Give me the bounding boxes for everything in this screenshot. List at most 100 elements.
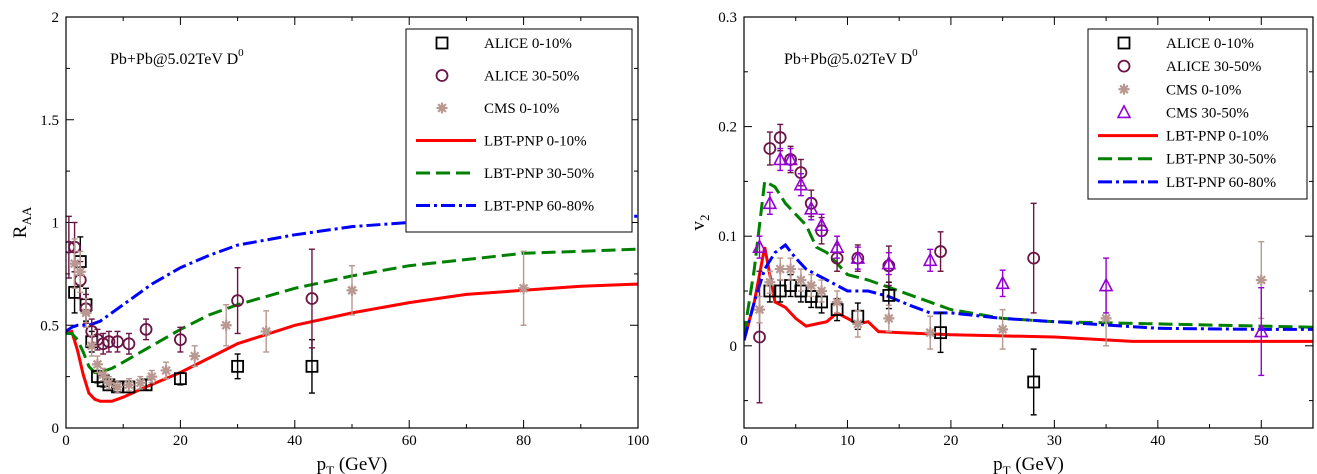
legend-label: ALICE 30-50% [1166,59,1261,75]
x-tick-label: 20 [943,433,958,449]
annotation-text: Pb+Pb@5.02TeV D [110,51,238,68]
x-tick-label: 0 [62,433,70,449]
legend-label: CMS 0-10% [484,101,559,117]
data-point [173,333,187,347]
data-point [882,288,896,302]
x-tick-label: 80 [516,433,531,449]
data-point [783,151,798,166]
y-axis-label: v2 [688,215,712,231]
data-point [1027,251,1041,265]
legend-marker [1117,36,1131,50]
legend: ALICE 0-10% ALICE 30-50% CMS 0-10% CMS 30-5… [1087,28,1308,200]
data-point [881,255,897,270]
x-tick-label: 10 [840,433,855,449]
data-point [831,296,843,308]
y-tick-label: 1.5 [40,113,59,129]
data-point [763,142,777,155]
data-point [1027,375,1041,389]
series-line [744,246,1313,343]
legend-box [1087,28,1308,200]
data-point [160,364,172,376]
legend-label: ALICE 0-10% [1166,36,1254,52]
legend-marker [1116,104,1132,119]
data-point [995,275,1010,290]
series-line [744,242,1313,341]
y-axis-label-subscript: 2 [697,215,712,222]
x-axis-label-main: p [993,454,1003,474]
data-point [1098,277,1114,292]
legend-label: CMS 30-50% [1166,105,1249,121]
data-point [773,131,787,144]
data-point [189,350,201,362]
plot-area [66,214,638,403]
data-point [752,238,767,253]
x-tick-label: 60 [402,433,417,449]
legend-label: LBT-PNP 60-80% [1166,175,1276,191]
data-point [785,263,797,275]
legend-label: ALICE 0-10% [484,36,572,52]
legend-marker [435,36,449,50]
data-point [764,276,776,288]
data-point [814,217,829,232]
data-point [816,285,828,297]
data-point [829,238,845,253]
data-point [1255,274,1267,286]
annotation-text: Pb+Pb@5.02TeV D [784,51,912,68]
series-line [66,214,638,333]
x-tick-label: 20 [173,433,188,449]
legend-label: LBT-PNP 30-50% [484,166,594,182]
data-point [754,304,766,316]
y-tick-label: 1 [52,216,60,232]
series-line [66,247,638,374]
x-axis-label-main: p [317,454,327,474]
data-point [97,369,109,381]
legend-marker [1117,59,1131,73]
data-point [772,151,788,166]
data-point [305,292,319,305]
data-point [805,280,817,292]
y-tick-label: 0.3 [718,10,737,26]
data-point [774,263,786,275]
data-point [220,319,232,331]
data-point [850,249,866,264]
data-point [883,312,895,324]
data-point [924,327,936,339]
data-point [91,358,103,370]
data-point [762,195,778,210]
y-tick-label: 0.1 [718,229,737,245]
legend-box [405,28,633,233]
data-point [795,274,807,286]
legend-label: LBT-PNP 30-50% [1166,152,1276,168]
data-point [146,371,158,383]
data-point [260,325,272,337]
x-tick-label: 100 [627,433,650,449]
data-point [74,266,86,278]
legend-label: LBT-PNP 0-10% [1166,129,1269,145]
legend-label: ALICE 30-50% [484,69,579,85]
plot-frame [743,16,1314,429]
legend-label: CMS 0-10% [1166,82,1241,98]
data-point [122,337,136,351]
data-point [518,282,530,294]
data-point [69,258,81,270]
y-tick-label: 0 [52,421,60,437]
y-tick-label: 0.2 [718,120,737,136]
x-tick-label: 40 [287,433,302,449]
y-axis-label-subscript: AA [19,206,34,225]
data-point [231,359,245,373]
data-point [793,176,809,191]
data-point [139,322,153,336]
x-axis-label-unit: (GeV) [1011,454,1064,474]
data-point [852,318,864,330]
y-axis-label-main: R [10,225,31,238]
data-point [111,381,123,393]
x-tick-label: 30 [1047,433,1062,449]
x-tick-label: 0 [740,433,748,449]
data-point [1253,323,1269,338]
data-point [346,284,358,296]
legend-label: LBT-PNP 60-80% [484,199,594,215]
data-point [134,377,146,389]
chart-annotation: Pb+Pb@5.02TeV D0 [110,47,244,68]
